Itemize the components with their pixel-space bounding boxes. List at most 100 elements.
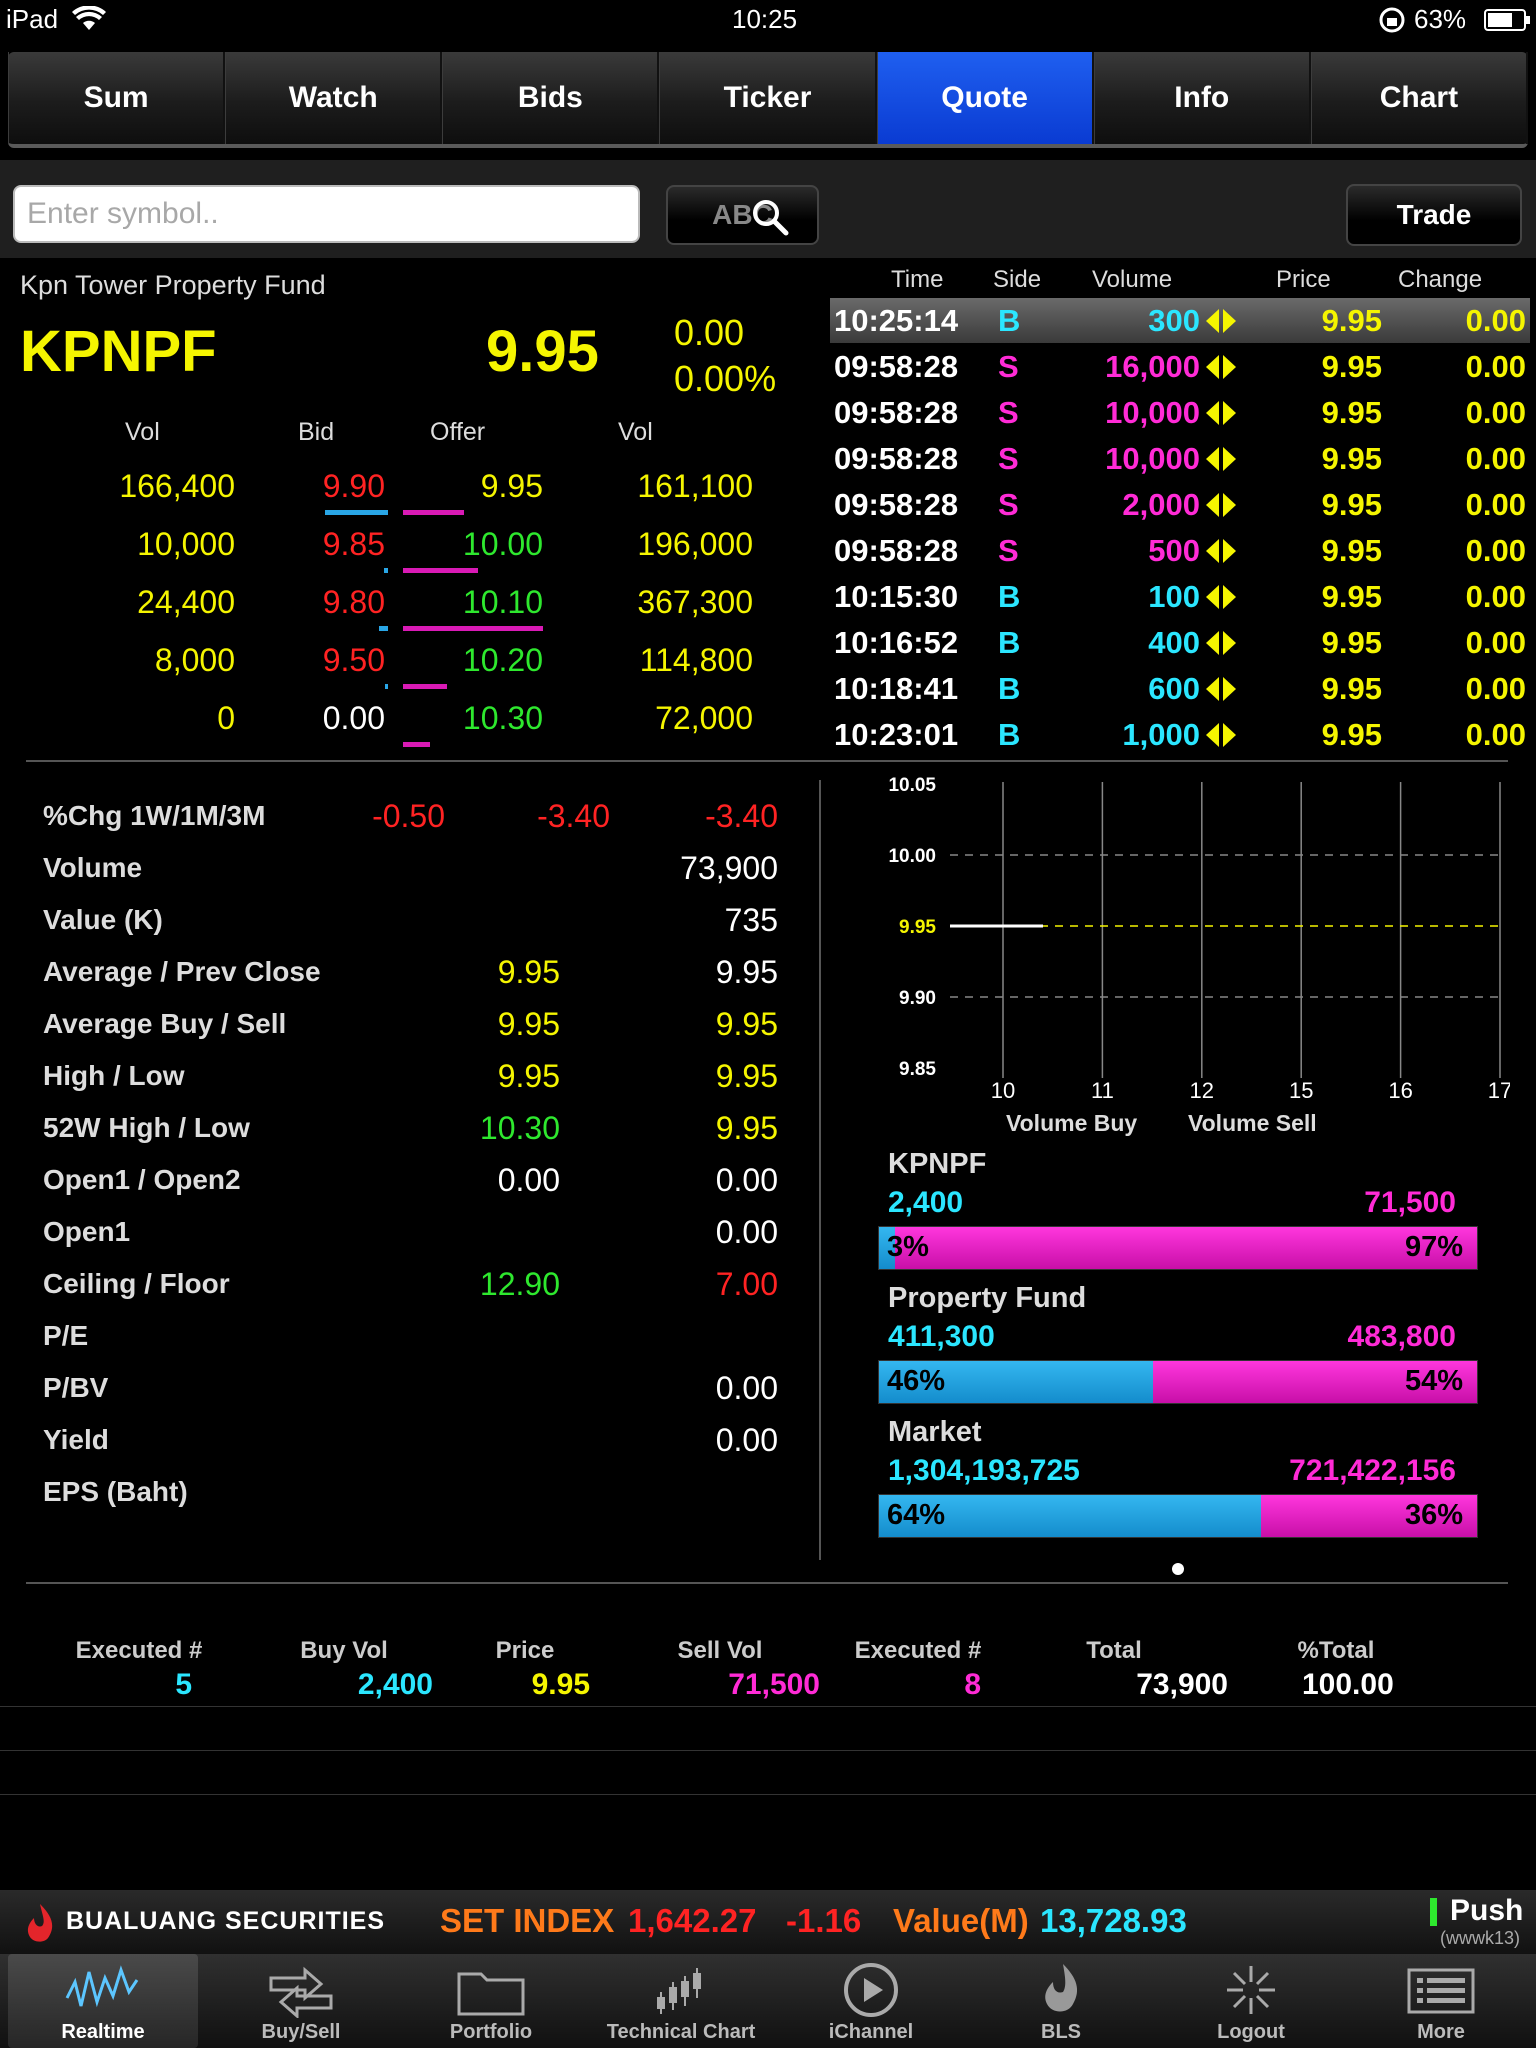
- intraday-price-chart: 10 11 12 15 16 17 10.05 10.00 9.95 9.90 9.85: [888, 775, 1510, 1103]
- abc-search-button[interactable]: ABC: [666, 185, 819, 245]
- tab-ticker[interactable]: Ticker: [659, 52, 877, 144]
- bid-depth-bar: [325, 510, 388, 515]
- stat-label: Average Buy / Sell: [43, 1008, 287, 1039]
- offer-price[interactable]: 10.20: [462, 642, 543, 678]
- offer-volume: 161,100: [637, 468, 753, 504]
- unchanged-arrows-icon: [1204, 675, 1238, 711]
- stat-label: Yield: [43, 1424, 109, 1455]
- bid-price[interactable]: 9.85: [322, 526, 385, 562]
- bid-header: Bid: [298, 418, 335, 446]
- tab-quote[interactable]: Quote: [876, 52, 1094, 144]
- trade-row[interactable]: 09:58:28 S 10,000 9.95 0.00: [830, 390, 1530, 435]
- trade-row[interactable]: 10:23:01 B 1,000 9.95 0.00: [830, 712, 1530, 757]
- rotation-lock-icon: [1379, 7, 1405, 33]
- trade-side: B: [998, 303, 1021, 338]
- nav-ichannel[interactable]: iChannel: [776, 1954, 966, 2048]
- nav-realtime[interactable]: Realtime: [8, 1954, 198, 2048]
- offer-depth-bar: [403, 742, 430, 747]
- offer-price[interactable]: 9.95: [480, 468, 543, 504]
- nav-more[interactable]: More: [1346, 1954, 1536, 2048]
- summary-value: 9.95: [531, 1668, 590, 1701]
- offer-price[interactable]: 10.10: [462, 584, 543, 620]
- summary-value: 71,500: [728, 1668, 820, 1701]
- x-tick-label: 16: [1388, 1078, 1412, 1103]
- battery-percent: 63%: [1414, 4, 1467, 34]
- bid-price[interactable]: 9.50: [322, 642, 385, 678]
- trade-time: 09:58:28: [834, 349, 959, 384]
- nav-technical-chart[interactable]: Technical Chart: [586, 1954, 776, 2048]
- unchanged-arrows-icon: [1204, 629, 1238, 665]
- unchanged-arrows-icon: [1204, 445, 1238, 481]
- offer-price[interactable]: 10.00: [462, 526, 543, 562]
- trade-side: S: [998, 533, 1019, 568]
- trade-volume: 400: [1148, 625, 1200, 660]
- split-sell-volume: 71,500: [1364, 1186, 1456, 1219]
- nav-label: Logout: [1217, 2021, 1285, 2043]
- trade-price: 9.95: [1321, 349, 1382, 384]
- symbol-input[interactable]: [13, 185, 640, 243]
- trade-side: B: [998, 671, 1021, 706]
- nav-label: More: [1417, 2021, 1465, 2043]
- bid-price[interactable]: 0.00: [322, 700, 385, 736]
- trade-row[interactable]: 09:58:28 S 16,000 9.95 0.00: [830, 344, 1530, 389]
- nav-bls[interactable]: BLS: [966, 1954, 1156, 2048]
- summary-header: Sell Vol: [677, 1637, 763, 1664]
- offer-price[interactable]: 10.30: [462, 700, 543, 736]
- trade-row[interactable]: 09:58:28 S 500 9.95 0.00: [830, 528, 1530, 573]
- trade-change: 0.00: [1465, 303, 1526, 338]
- bls-flame-logo: [27, 1904, 53, 1942]
- trade-time: 09:58:28: [834, 487, 959, 522]
- summary-header: Buy Vol: [300, 1637, 388, 1664]
- tab-chart[interactable]: Chart: [1310, 52, 1528, 144]
- stat-value-3: 0.00: [715, 1214, 778, 1250]
- stat-label: Open1 / Open2: [43, 1164, 241, 1195]
- nav-portfolio[interactable]: Portfolio: [396, 1954, 586, 2048]
- buy-portion: [879, 1227, 897, 1269]
- split-buy-volume: 411,300: [888, 1320, 995, 1353]
- y-tick-label: 9.90: [899, 988, 936, 1009]
- nav-buy-sell[interactable]: Buy/Sell: [206, 1954, 396, 2048]
- wifi-icon: [72, 6, 106, 30]
- divider: [26, 760, 1508, 762]
- bid-price[interactable]: 9.90: [322, 468, 385, 504]
- trade-row[interactable]: 09:58:28 S 10,000 9.95 0.00: [830, 436, 1530, 481]
- flame-logo-icon: [1045, 1964, 1078, 2012]
- trade-time: 09:58:28: [834, 441, 959, 476]
- set-index-change: -1.16: [786, 1902, 862, 1939]
- tab-watch[interactable]: Watch: [225, 52, 443, 144]
- market-value-label: Value(M): [893, 1902, 1029, 1939]
- candlestick-icon: [657, 1968, 701, 2014]
- nav-logout[interactable]: Logout: [1156, 1954, 1346, 2048]
- trade-button[interactable]: Trade: [1346, 184, 1522, 246]
- trade-side: S: [998, 349, 1019, 384]
- bid-price[interactable]: 9.80: [322, 584, 385, 620]
- trade-row[interactable]: 10:18:41 B 600 9.95 0.00: [830, 666, 1530, 711]
- trade-row[interactable]: 09:58:28 S 2,000 9.95 0.00: [830, 482, 1530, 527]
- trade-row[interactable]: 10:16:52 B 400 9.95 0.00: [830, 620, 1530, 665]
- summary-value: 100.00: [1302, 1668, 1394, 1701]
- trade-change: 0.00: [1465, 395, 1526, 430]
- x-tick-label: 11: [1091, 1078, 1114, 1103]
- trade-price: 9.95: [1321, 579, 1382, 614]
- tab-info[interactable]: Info: [1093, 52, 1311, 144]
- account-id: (wwwk13): [1440, 1928, 1521, 1948]
- side-header: Side: [993, 266, 1042, 293]
- page-indicator-dot[interactable]: [1172, 1563, 1184, 1575]
- stat-label: High / Low: [43, 1060, 185, 1091]
- push-label[interactable]: Push: [1450, 1894, 1524, 1927]
- trade-side: S: [998, 441, 1019, 476]
- stat-value-3: 9.95: [715, 954, 778, 990]
- offer-depth-bar: [403, 684, 447, 689]
- stat-value-2: 9.95: [497, 954, 560, 990]
- stat-value-2: 0.00: [497, 1162, 560, 1198]
- split-ratio-bar: 64% 36%: [878, 1494, 1478, 1538]
- trade-row[interactable]: 10:25:14 B 300 9.95 0.00: [830, 298, 1530, 343]
- stat-value-2: -3.40: [537, 798, 610, 834]
- trade-row[interactable]: 10:15:30 B 100 9.95 0.00: [830, 574, 1530, 619]
- tab-bids[interactable]: Bids: [442, 52, 660, 144]
- tab-sum[interactable]: Sum: [8, 52, 226, 144]
- offer-volume: 114,800: [639, 642, 753, 678]
- stat-value-2: 9.95: [497, 1058, 560, 1094]
- trade-change: 0.00: [1465, 671, 1526, 706]
- trade-time: 10:25:14: [834, 303, 959, 338]
